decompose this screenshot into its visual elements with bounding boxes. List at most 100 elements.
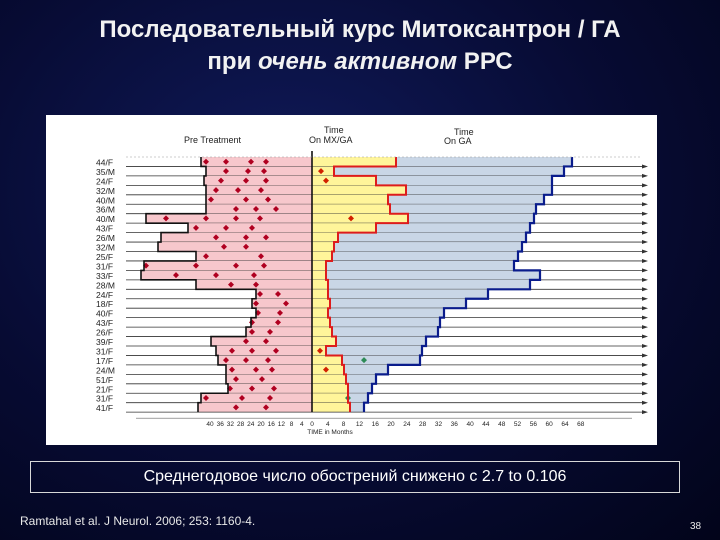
mx-ga-bar (312, 383, 348, 394)
row-arrow-icon (642, 230, 648, 235)
relapse-marker (267, 394, 273, 401)
mx-relapse-marker (323, 366, 329, 373)
relapse-marker (249, 328, 255, 335)
patient-label: 51/F (96, 375, 113, 385)
header-mx-time: Time (324, 125, 344, 135)
pre-treatment-outline (140, 157, 257, 413)
relapse-marker (263, 234, 269, 241)
x-tick-label: 12 (356, 421, 364, 428)
ga-bar (334, 242, 522, 252)
relapse-marker (213, 234, 219, 241)
patient-label: 26/F (96, 328, 113, 338)
mx-ga-bar (312, 232, 338, 243)
mx-ga-bar (312, 279, 328, 290)
patient-label: 39/F (96, 337, 113, 347)
x-tick-label: 36 (451, 421, 459, 428)
x-tick-label: 24 (403, 421, 411, 428)
relapse-marker (273, 347, 279, 354)
relapse-marker (243, 234, 249, 241)
relapse-marker (261, 262, 267, 269)
mx-ga-bar (312, 393, 348, 403)
mx-ga-bar (312, 157, 396, 167)
relapse-marker (221, 243, 227, 250)
row-arrow-icon (642, 381, 648, 386)
patient-label: 17/F (96, 356, 113, 366)
x-tick-label: 40 (466, 421, 474, 428)
ga-bar (390, 204, 536, 214)
pre-treatment-bar (201, 157, 312, 167)
x-tick-label: 8 (342, 421, 346, 428)
row-arrow-icon (642, 372, 648, 377)
relapse-marker (263, 338, 269, 345)
row-arrow-icon (642, 211, 648, 216)
mx-ga-bar (312, 355, 342, 365)
row-arrow-icon (642, 173, 648, 178)
row-arrow-icon (642, 240, 648, 245)
pre-treatment-bar (146, 213, 312, 224)
patient-label: 35/M (96, 167, 115, 177)
x-tick-label: 52 (514, 421, 522, 428)
ga-bar (326, 346, 422, 356)
relapse-marker (223, 357, 229, 364)
row-arrow-icon (642, 296, 648, 301)
title-line-2-prefix: при (207, 48, 258, 75)
row-arrow-icon (642, 221, 648, 226)
ga-bar (350, 402, 364, 413)
header-ga-time: Time (454, 127, 474, 137)
relapse-marker (239, 394, 245, 401)
relapse-marker (218, 177, 224, 184)
relapse-marker (193, 262, 199, 269)
mx-ga-bar (312, 298, 330, 309)
x-tick-label: 68 (577, 421, 585, 428)
x-tick-label: 28 (237, 421, 245, 428)
relapse-marker (233, 404, 239, 411)
relapse-marker (258, 253, 264, 260)
ga-bar (408, 213, 534, 224)
slide-number: 38 (690, 521, 702, 532)
ga-bar (326, 260, 514, 271)
patient-label: 31/F (96, 261, 113, 271)
pre-treatment-bar (201, 393, 312, 403)
row-arrow-icon (642, 353, 648, 358)
x-tick-label: 16 (268, 421, 276, 428)
pre-treatment-bar (196, 251, 312, 261)
pre-treatment-bar (161, 232, 312, 243)
pre-treatment-bar (256, 308, 312, 318)
relapse-marker (283, 300, 289, 307)
row-arrow-icon (642, 202, 648, 207)
row-arrow-icon (642, 287, 648, 292)
x-axis-title: TIME in Months (307, 429, 353, 436)
header-ga-label: On GA (444, 136, 472, 146)
title-line-2-suffix: РРС (457, 48, 513, 75)
patient-label: 26/M (96, 233, 115, 243)
relapse-marker (223, 158, 229, 165)
ga-bar (326, 270, 540, 280)
ga-bar (334, 166, 564, 176)
mx-ga-bar (312, 317, 330, 328)
ga-bar (388, 194, 544, 205)
ga-bar (332, 327, 438, 337)
relapse-marker (249, 385, 255, 392)
mx-ga-bar (312, 213, 408, 224)
row-arrow-icon (642, 362, 648, 367)
patient-label: 32/M (96, 186, 115, 196)
pre-treatment-bar (206, 194, 312, 205)
x-tick-label: 36 (217, 421, 225, 428)
row-arrow-icon (642, 334, 648, 339)
mx-ga-bar (312, 242, 334, 252)
title-line-1: Последовательный курс Митоксантрон / ГА (99, 16, 621, 43)
relapse-marker (213, 272, 219, 279)
mx-ga-bar (312, 402, 350, 413)
x-tick-label: 44 (482, 421, 490, 428)
ga-bar (376, 175, 552, 186)
relapse-marker (275, 319, 281, 326)
relapse-marker (263, 158, 269, 165)
patient-label: 36/M (96, 205, 115, 215)
relapse-marker (203, 253, 209, 260)
relapse-marker (263, 404, 269, 411)
pre-treatment-bar (158, 242, 312, 252)
relapse-marker (223, 168, 229, 175)
relapse-marker (253, 300, 259, 307)
patient-timeline-figure: Pre Treatment Time On MX/GA Time On GA 44/F 35… (46, 115, 657, 445)
